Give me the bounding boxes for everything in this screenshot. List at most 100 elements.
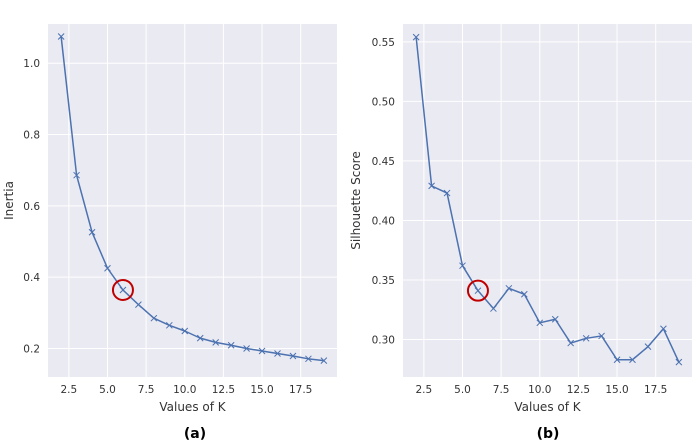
data-point [660,325,667,333]
point-marker-stroke [459,262,466,270]
data-point [150,314,158,322]
y-tick-label: 0.55 [372,37,395,49]
data-point [258,347,266,355]
point-marker-stroke [227,341,235,349]
x-tick-label: 5.0 [99,384,116,396]
data-point [629,356,636,364]
point-marker-stroke [675,358,683,366]
x-tick-label: 7.5 [493,384,510,396]
y-tick-label: 0.35 [372,275,395,287]
data-point [613,356,621,364]
y-tick-label: 0.45 [372,156,395,168]
x-tick-label: 12.5 [567,384,590,396]
data-point [212,339,220,346]
grid [48,24,337,377]
data-point [57,33,65,40]
data-point [505,284,513,292]
plot-background [403,24,692,377]
point-marker-stroke [505,284,513,292]
point-marker-stroke [165,321,173,329]
x-tick-label: 7.5 [138,384,155,396]
point-marker-stroke [289,352,297,360]
series-line [60,36,324,362]
highlight-circle [111,278,134,301]
point-marker-stroke [73,171,80,179]
point-marker-stroke [520,290,528,298]
x-tick-label: 15.0 [605,384,628,396]
point-marker-stroke [57,33,65,40]
grid [403,24,692,377]
point-marker-stroke [598,332,605,340]
data-point [320,357,328,364]
y-axis-label: Silhouette Score [349,151,363,249]
point-marker-stroke [274,350,281,357]
x-tick-label: 10.0 [528,384,551,396]
point-marker-stroke [567,339,575,347]
point-marker-stroke [644,343,652,350]
data-point [443,189,451,197]
point-marker-stroke [412,33,420,41]
data-point [305,355,312,363]
data-point [459,262,466,270]
y-tick-label: 1.0 [23,58,40,70]
plot-background [48,24,337,377]
data-point [412,33,420,41]
y-tick-label: 0.50 [372,96,395,108]
point-marker-stroke [119,286,127,294]
y-tick-label: 0.8 [23,130,40,142]
y-tick-label: 0.30 [372,334,395,346]
data-point [644,343,652,350]
x-tick-label: 2.5 [61,384,78,396]
x-tick-label: 17.5 [644,384,667,396]
point-marker-stroke [196,334,204,342]
data-point [567,339,575,347]
inertia-chart: 2.5 5.0 7.5 10.0 12.5 15.0 17.5 0.2 0.4 0.6 0.8 1.0… [2,24,337,414]
y-tick-label: 0.40 [372,215,395,227]
y-tick-label: 0.4 [23,272,40,284]
point-marker-stroke [150,314,158,322]
data-point [274,350,281,357]
data-point [73,171,80,179]
data-point [675,358,683,366]
point-marker-stroke [474,287,482,295]
x-axis-label: Values of K [159,400,226,414]
data-point [88,228,96,236]
point-marker-stroke [181,327,189,335]
x-axis-label: Values of K [514,400,581,414]
x-tick-label: 5.0 [454,384,471,396]
point-marker-stroke [135,301,142,308]
point-marker-stroke [613,356,621,364]
data-point [181,327,189,335]
data-point [196,334,204,342]
point-marker-stroke [443,189,451,197]
x-tick-label: 17.5 [289,384,312,396]
y-axis-label: Inertia [2,181,16,220]
x-tick-label: 15.0 [250,384,273,396]
data-point [119,286,127,294]
data-point [490,305,497,312]
x-tick-label: 2.5 [416,384,433,396]
x-tick-label: 10.0 [173,384,196,396]
point-marker-stroke [428,182,435,190]
y-tick-label: 0.6 [23,201,40,213]
point-marker-stroke [660,325,667,333]
point-marker-stroke [305,355,312,363]
point-marker-stroke [243,345,250,352]
data-point [582,334,590,342]
silhouette-chart: 2.5 5.0 7.5 10.0 12.5 15.0 17.5 0.30 0.35 0.40 0.4… [349,24,692,414]
data-point [165,321,173,329]
point-marker-stroke [258,347,266,355]
data-point [520,290,528,298]
panel-b-caption: (b) [537,426,560,442]
point-marker-stroke [320,357,328,364]
point-marker-stroke [536,319,544,327]
data-point [551,315,559,323]
point-marker-stroke [88,228,96,236]
data-point [289,352,297,360]
data-point [227,341,235,349]
point-marker-stroke [490,305,497,312]
x-tick-label: 12.5 [212,384,235,396]
point-marker-stroke [551,315,559,323]
point-marker-stroke [104,264,111,272]
